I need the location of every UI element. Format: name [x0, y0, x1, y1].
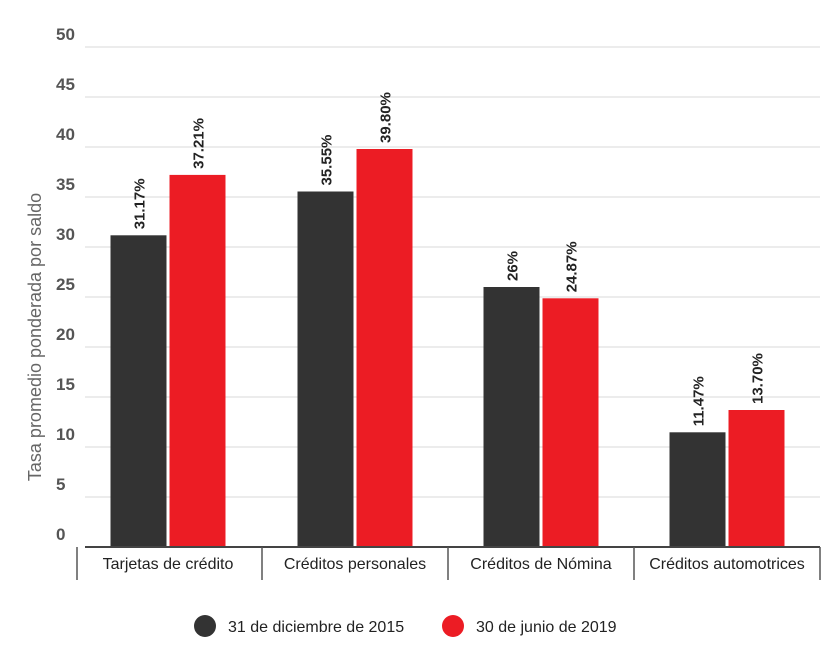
legend-label: 31 de diciembre de 2015 — [228, 619, 404, 636]
category-label: Tarjetas de crédito — [103, 556, 234, 573]
bar — [669, 432, 726, 547]
data-label: 24.87% — [564, 241, 581, 292]
x-axis — [76, 546, 821, 580]
data-labels: 31.17% 35.55% 26% 11.47% 37.21% 39.80% 24.87% 1… — [132, 92, 767, 426]
y-axis-label: Tasa promedio ponderada por saldo — [25, 193, 45, 481]
y-tick-label: 20 — [56, 325, 75, 344]
data-label: 31.17% — [132, 178, 149, 229]
bar — [728, 410, 785, 547]
legend-label: 30 de junio de 2019 — [476, 619, 617, 636]
y-tick-label: 40 — [56, 125, 75, 144]
category-label: Créditos automotrices — [649, 556, 805, 573]
bar — [483, 287, 540, 547]
data-label: 13.70% — [750, 353, 767, 404]
data-label: 26% — [505, 251, 522, 281]
y-tick-label: 50 — [56, 25, 75, 44]
legend-swatch — [194, 615, 216, 637]
bar — [356, 149, 413, 547]
y-tick-label: 5 — [56, 475, 65, 494]
bar — [297, 191, 354, 547]
y-tick-label: 10 — [56, 425, 75, 444]
data-label: 39.80% — [378, 92, 395, 143]
category-label: Créditos de Nómina — [470, 556, 612, 573]
bars — [110, 149, 785, 548]
bar — [542, 298, 599, 547]
data-label: 35.55% — [319, 135, 336, 186]
category-labels: Tarjetas de crédito Créditos personales Cr… — [103, 556, 805, 573]
y-tick-label: 45 — [56, 75, 75, 94]
data-label: 11.47% — [691, 376, 708, 426]
bar — [110, 235, 167, 548]
legend: 31 de diciembre de 2015 30 de junio de 20… — [194, 615, 617, 637]
data-label: 37.21% — [191, 118, 208, 169]
y-tick-label: 30 — [56, 225, 75, 244]
legend-swatch — [442, 615, 464, 637]
bar — [169, 174, 226, 547]
y-tick-label: 15 — [56, 375, 75, 394]
y-tick-label: 0 — [56, 525, 65, 544]
y-tick-label: 25 — [56, 275, 75, 294]
y-axis-ticks: 0 5 10 15 20 25 30 35 40 45 50 — [56, 25, 75, 544]
category-label: Créditos personales — [284, 556, 426, 573]
y-tick-label: 35 — [56, 175, 75, 194]
